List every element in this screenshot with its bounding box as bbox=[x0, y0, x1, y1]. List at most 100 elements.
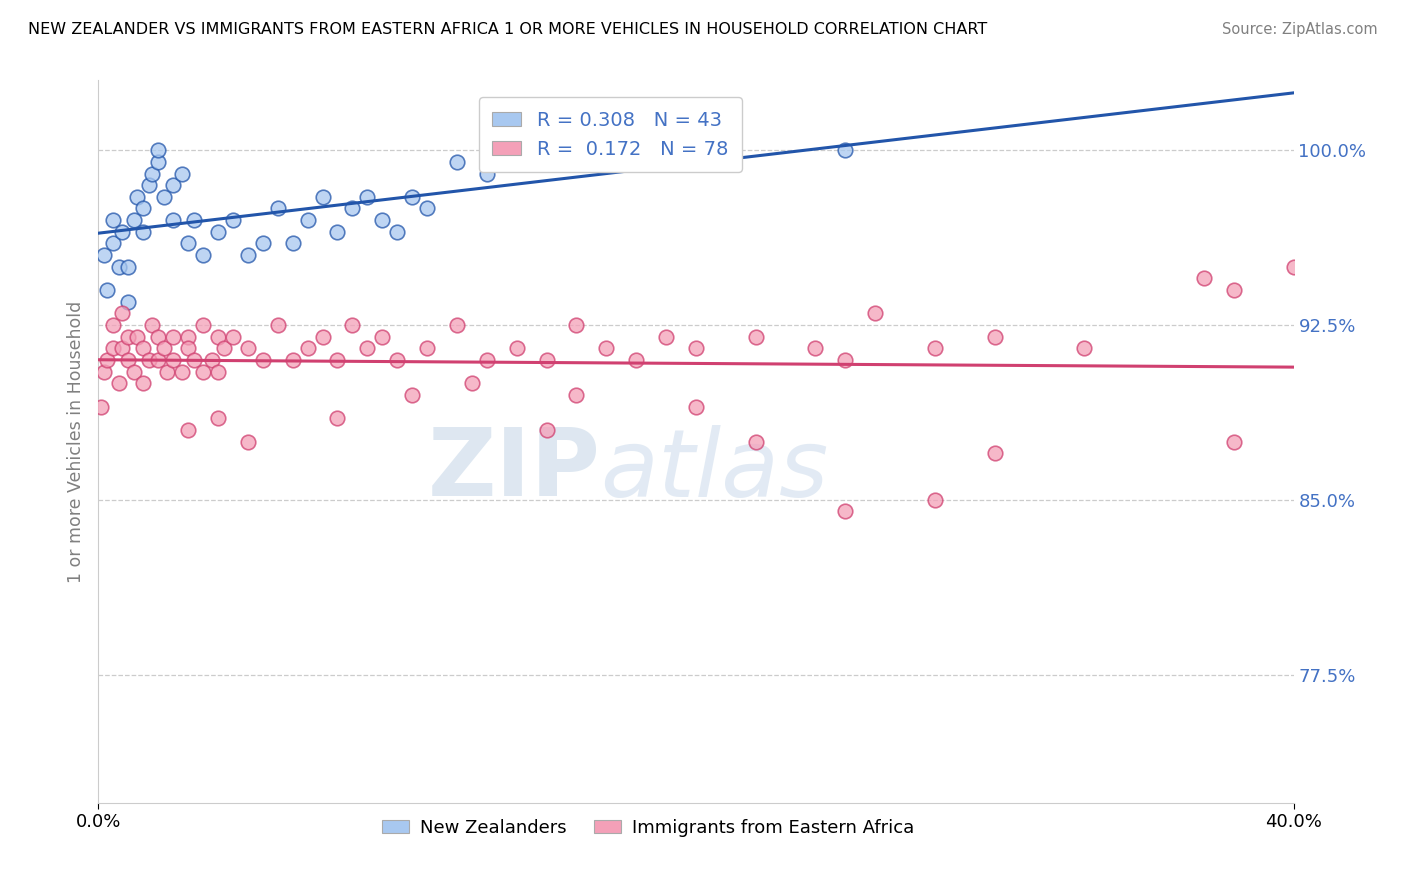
Point bbox=[191, 318, 214, 332]
Point bbox=[177, 329, 200, 343]
Point bbox=[111, 341, 134, 355]
Point bbox=[127, 190, 149, 204]
Point bbox=[281, 236, 304, 251]
Text: Source: ZipAtlas.com: Source: ZipAtlas.com bbox=[1222, 22, 1378, 37]
Point bbox=[177, 341, 200, 355]
Point bbox=[111, 306, 134, 320]
Point bbox=[141, 318, 163, 332]
Point bbox=[745, 434, 768, 449]
Point bbox=[103, 236, 125, 251]
Point bbox=[356, 341, 378, 355]
Point bbox=[401, 388, 423, 402]
Point bbox=[93, 365, 115, 379]
Point bbox=[183, 353, 205, 368]
Point bbox=[222, 329, 245, 343]
Point bbox=[984, 329, 1007, 343]
Point bbox=[446, 318, 468, 332]
Point bbox=[342, 318, 364, 332]
Point bbox=[236, 248, 259, 262]
Text: ZIP: ZIP bbox=[427, 425, 600, 516]
Point bbox=[177, 423, 200, 437]
Point bbox=[132, 202, 155, 216]
Legend: New Zealanders, Immigrants from Eastern Africa: New Zealanders, Immigrants from Eastern … bbox=[375, 812, 921, 845]
Text: atlas: atlas bbox=[600, 425, 828, 516]
Point bbox=[342, 202, 364, 216]
Point bbox=[111, 225, 134, 239]
Point bbox=[156, 365, 179, 379]
Point bbox=[1073, 341, 1095, 355]
Point bbox=[311, 329, 333, 343]
Point bbox=[148, 143, 170, 157]
Point bbox=[1192, 271, 1215, 285]
Point bbox=[385, 353, 409, 368]
Point bbox=[865, 306, 887, 320]
Point bbox=[108, 260, 131, 274]
Point bbox=[148, 329, 170, 343]
Point bbox=[212, 341, 235, 355]
Point bbox=[446, 154, 468, 169]
Point bbox=[207, 365, 229, 379]
Point bbox=[93, 248, 115, 262]
Point bbox=[536, 143, 558, 157]
Point bbox=[103, 318, 125, 332]
Point bbox=[191, 248, 214, 262]
Point bbox=[162, 178, 184, 193]
Point bbox=[124, 213, 146, 227]
Point bbox=[475, 167, 498, 181]
Point bbox=[132, 341, 155, 355]
Point bbox=[162, 329, 184, 343]
Point bbox=[416, 202, 439, 216]
Point bbox=[117, 294, 139, 309]
Point bbox=[153, 341, 176, 355]
Point bbox=[183, 213, 205, 227]
Point bbox=[103, 341, 125, 355]
Point bbox=[371, 329, 394, 343]
Y-axis label: 1 or more Vehicles in Household: 1 or more Vehicles in Household bbox=[66, 301, 84, 582]
Point bbox=[132, 225, 155, 239]
Point bbox=[153, 190, 176, 204]
Point bbox=[834, 504, 856, 518]
Point bbox=[172, 167, 194, 181]
Point bbox=[506, 341, 529, 355]
Point bbox=[252, 353, 274, 368]
Point bbox=[461, 376, 484, 391]
Point bbox=[108, 376, 131, 391]
Point bbox=[117, 353, 139, 368]
Point bbox=[326, 411, 349, 425]
Point bbox=[356, 190, 378, 204]
Point bbox=[162, 353, 184, 368]
Point bbox=[191, 365, 214, 379]
Point bbox=[162, 213, 184, 227]
Point bbox=[626, 154, 648, 169]
Point bbox=[311, 190, 333, 204]
Point bbox=[117, 260, 139, 274]
Point bbox=[595, 341, 617, 355]
Point bbox=[207, 225, 229, 239]
Point bbox=[96, 283, 118, 297]
Point bbox=[172, 365, 194, 379]
Point bbox=[924, 492, 946, 507]
Point bbox=[297, 341, 319, 355]
Point bbox=[536, 423, 558, 437]
Point bbox=[416, 341, 439, 355]
Point bbox=[655, 329, 678, 343]
Point bbox=[281, 353, 304, 368]
Point bbox=[267, 318, 290, 332]
Point bbox=[804, 341, 827, 355]
Point bbox=[326, 225, 349, 239]
Point bbox=[148, 154, 170, 169]
Point bbox=[1282, 260, 1305, 274]
Point bbox=[138, 353, 160, 368]
Point bbox=[626, 353, 648, 368]
Point bbox=[177, 236, 200, 251]
Point bbox=[207, 329, 229, 343]
Point bbox=[222, 213, 245, 227]
Point bbox=[141, 167, 163, 181]
Point bbox=[297, 213, 319, 227]
Point bbox=[371, 213, 394, 227]
Point bbox=[401, 190, 423, 204]
Point bbox=[834, 353, 856, 368]
Point bbox=[565, 388, 588, 402]
Point bbox=[326, 353, 349, 368]
Point bbox=[236, 341, 259, 355]
